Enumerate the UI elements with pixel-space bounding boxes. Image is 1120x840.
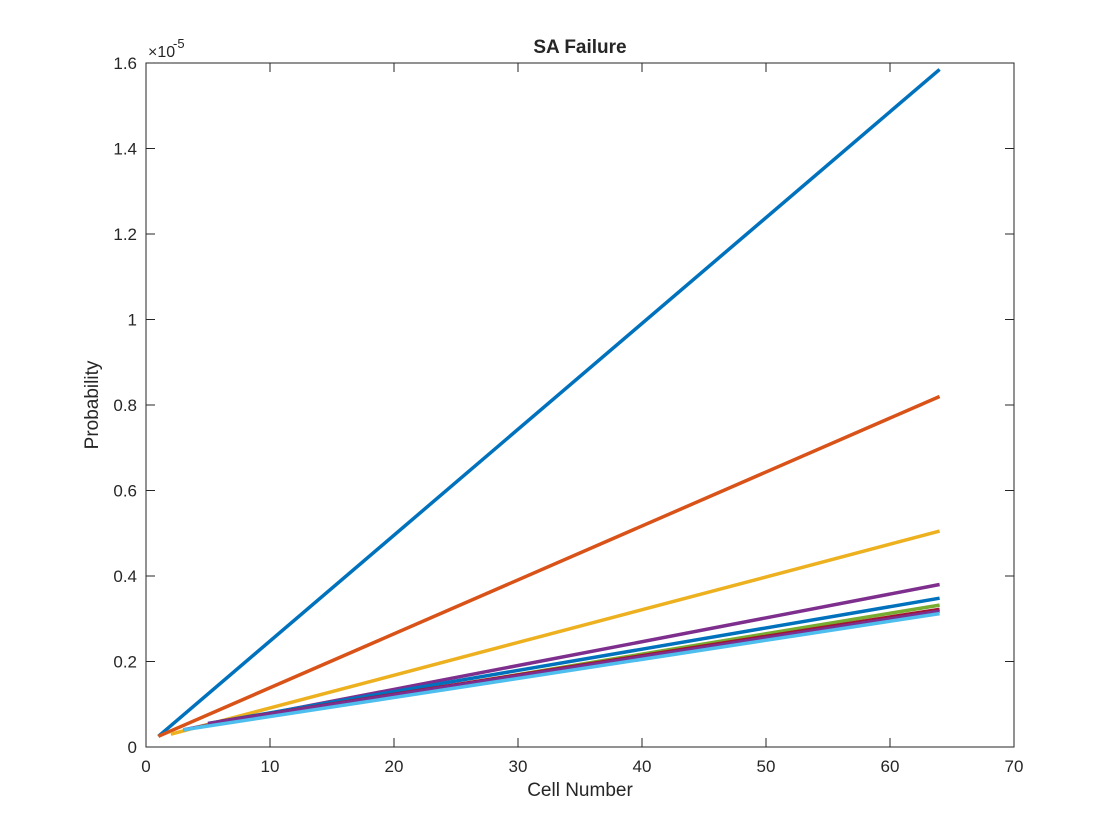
y-tick-label: 0.4 [113,567,137,586]
y-tick-label: 0.2 [113,653,137,672]
series-group [157,68,941,738]
series-line-9 [182,611,940,732]
x-tick-label: 40 [633,757,652,776]
x-tick-label: 0 [141,757,150,776]
y-axis-label: Probability [82,360,103,449]
axes-box [145,62,1015,748]
series-line-8 [207,609,940,726]
x-tick-label: 20 [385,757,404,776]
y-tick-label: 0.8 [113,396,137,415]
x-tick-label: 10 [261,757,280,776]
series-line-2 [157,394,941,738]
x-tick-label: 60 [881,757,900,776]
y-tick-label: 1.4 [113,140,137,159]
y-tick-label: 1 [128,311,137,330]
x-axis-label: Cell Number [527,780,633,801]
plot-area [145,62,1015,748]
x-tick-label: 50 [757,757,776,776]
series-line-1 [157,68,941,738]
y-multiplier-label: ×10 [148,44,175,61]
series-line-3 [170,529,941,736]
x-tick-label: 70 [1005,757,1024,776]
y-exponent-label: -5 [173,36,185,51]
chart-title: SA Failure [533,37,626,58]
y-tick-label: 1.6 [113,54,137,73]
x-tick-label: 30 [509,757,528,776]
y-axis-exponent: ×10 -5 [148,36,185,61]
y-tick-label: 1.2 [113,225,137,244]
y-tick-label: 0 [128,738,137,757]
ticks-group: 0 10 20 30 40 50 60 70 0 0.2 0.4 0.6 0.8 1 1.2 1.4 1.6 [113,54,1023,776]
y-tick-label: 0.6 [113,482,137,501]
